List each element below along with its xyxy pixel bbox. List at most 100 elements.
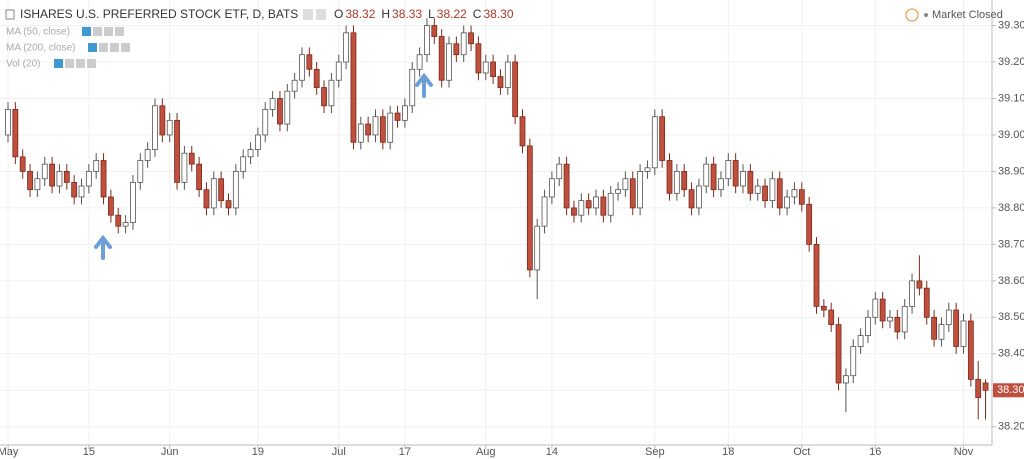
candle-body: [813, 243, 820, 307]
candle-body: [681, 171, 688, 191]
candle-body: [203, 189, 210, 209]
last-price-label: 38.30: [997, 384, 1024, 396]
x-tick-label: 19: [252, 446, 264, 458]
candle-body: [196, 163, 203, 191]
candle-body: [673, 171, 680, 194]
x-tick-label: 14: [546, 446, 558, 458]
candle-body: [820, 305, 827, 311]
x-tick-label: May: [0, 446, 19, 458]
close-icon[interactable]: [316, 9, 326, 20]
menu-icon[interactable]: [5, 9, 15, 20]
candle-body: [291, 79, 298, 92]
candle-body: [490, 61, 497, 77]
candle-body: [181, 152, 188, 183]
candle-body: [526, 145, 533, 271]
x-tick-label: Oct: [793, 446, 810, 458]
candle-body: [218, 178, 225, 202]
x-tick-label: 15: [83, 446, 95, 458]
candle-body: [438, 36, 445, 81]
candle-body: [740, 171, 746, 187]
candle-body: [232, 171, 239, 209]
candle-body: [85, 171, 92, 187]
ohlc-key: L: [428, 7, 435, 21]
candle-body: [174, 119, 180, 183]
candle-body: [152, 105, 158, 150]
candle-body: [644, 167, 651, 172]
candle-body: [446, 43, 452, 81]
candle-body: [335, 61, 342, 81]
settings-icon[interactable]: [303, 9, 313, 20]
y-tick-label: 38.90: [998, 165, 1024, 177]
candle-body: [960, 320, 967, 347]
ohlc-value: 38.32: [345, 7, 375, 21]
candle-body: [431, 25, 438, 37]
y-tick-label: 38.40: [998, 348, 1024, 360]
ohlc-value: 38.22: [437, 7, 467, 21]
candle-body: [710, 163, 717, 191]
candle-body: [718, 178, 724, 191]
candle-body: [901, 305, 908, 333]
arrow-annotation: [94, 234, 112, 260]
candle-body: [622, 178, 629, 191]
candle-body: [144, 149, 151, 161]
candle-body: [379, 116, 386, 143]
candle-body: [210, 178, 217, 209]
candle-body: [394, 112, 401, 121]
candle-body: [240, 156, 247, 172]
candle-body: [416, 54, 423, 70]
candle-body: [5, 109, 11, 136]
x-tick-label: Aug: [476, 446, 496, 458]
candle-body: [137, 160, 144, 183]
candle-body: [49, 163, 55, 187]
candle-body: [41, 163, 48, 180]
indicator-label: MA (50, close): [6, 27, 70, 38]
candle-body: [600, 196, 607, 216]
candle-body: [512, 61, 519, 118]
candle-body: [306, 54, 313, 70]
candle-body: [343, 32, 350, 63]
x-tick-label: 18: [722, 446, 734, 458]
candle-body: [571, 207, 577, 216]
x-tick-label: Nov: [954, 446, 974, 458]
x-tick-label: Sep: [645, 446, 665, 458]
candle-body: [607, 192, 614, 216]
y-tick-label: 39.20: [998, 56, 1024, 68]
candle-body: [350, 32, 357, 143]
candle-body: [63, 171, 70, 183]
candle-body: [19, 156, 26, 172]
candle-body: [879, 298, 886, 322]
candle-body: [887, 316, 893, 322]
candle-body: [865, 316, 871, 336]
candle-body: [365, 123, 372, 136]
candle-body: [357, 123, 364, 143]
x-tick-label: 16: [869, 446, 881, 458]
candle-body: [909, 280, 915, 307]
candle-body: [93, 160, 100, 172]
x-tick-label: Jul: [332, 446, 346, 458]
candle-body: [776, 178, 783, 209]
status-icon: [905, 8, 919, 22]
candle-body: [387, 112, 394, 143]
candle-body: [549, 178, 555, 198]
candle-body: [798, 189, 805, 205]
candle-body: [696, 185, 702, 209]
candle-body: [108, 196, 114, 216]
candle-body: [637, 171, 643, 209]
candle-body: [725, 160, 732, 180]
indicator-label: Vol (20): [6, 59, 40, 70]
candle-body: [313, 68, 320, 88]
candle-body: [923, 287, 930, 318]
candle-body: [931, 316, 937, 340]
candle-body: [703, 163, 710, 187]
candle-body: [34, 178, 41, 191]
candle-body: [122, 222, 129, 227]
candle-body: [666, 160, 673, 194]
candle-body: [857, 335, 864, 347]
candle-body: [424, 25, 430, 56]
candle-body: [269, 98, 276, 110]
candle-body: [578, 200, 585, 216]
symbol-title: ISHARES U.S. PREFERRED STOCK ETF, D, BAT…: [20, 7, 298, 21]
last-price-tag: [993, 383, 1024, 398]
candle-body: [328, 79, 335, 107]
